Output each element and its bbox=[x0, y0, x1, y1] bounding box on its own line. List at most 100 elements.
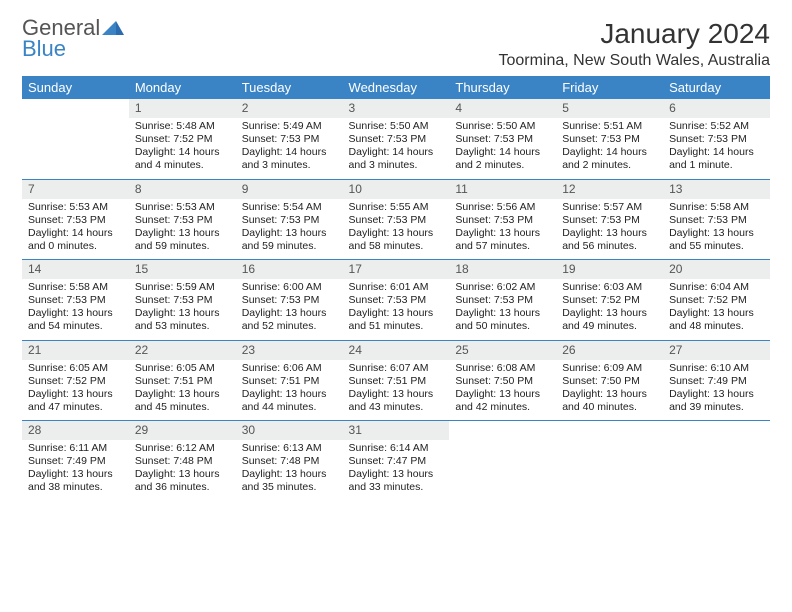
day-number: 20 bbox=[663, 260, 770, 279]
sunrise-text: Sunrise: 6:11 AM bbox=[28, 442, 123, 455]
sunset-text: Sunset: 7:50 PM bbox=[455, 375, 550, 388]
daylight-text: Daylight: 13 hours and 49 minutes. bbox=[562, 307, 657, 333]
sunrise-text: Sunrise: 6:01 AM bbox=[349, 281, 444, 294]
sunset-text: Sunset: 7:50 PM bbox=[562, 375, 657, 388]
calendar-cell: 13Sunrise: 5:58 AMSunset: 7:53 PMDayligh… bbox=[663, 179, 770, 260]
sunset-text: Sunset: 7:47 PM bbox=[349, 455, 444, 468]
day-header: Monday bbox=[129, 76, 236, 99]
sunset-text: Sunset: 7:51 PM bbox=[242, 375, 337, 388]
daylight-text: Daylight: 13 hours and 54 minutes. bbox=[28, 307, 123, 333]
sunrise-text: Sunrise: 5:48 AM bbox=[135, 120, 230, 133]
sunrise-text: Sunrise: 6:08 AM bbox=[455, 362, 550, 375]
daylight-text: Daylight: 14 hours and 1 minute. bbox=[669, 146, 764, 172]
day-number: 2 bbox=[236, 99, 343, 118]
calendar-body: 1Sunrise: 5:48 AMSunset: 7:52 PMDaylight… bbox=[22, 99, 770, 501]
day-number: 15 bbox=[129, 260, 236, 279]
daylight-text: Daylight: 13 hours and 57 minutes. bbox=[455, 227, 550, 253]
calendar-week: 14Sunrise: 5:58 AMSunset: 7:53 PMDayligh… bbox=[22, 260, 770, 341]
daylight-text: Daylight: 14 hours and 3 minutes. bbox=[349, 146, 444, 172]
day-number: 11 bbox=[449, 180, 556, 199]
sunset-text: Sunset: 7:48 PM bbox=[242, 455, 337, 468]
daylight-text: Daylight: 13 hours and 48 minutes. bbox=[669, 307, 764, 333]
day-header: Friday bbox=[556, 76, 663, 99]
sunrise-text: Sunrise: 5:50 AM bbox=[455, 120, 550, 133]
daylight-text: Daylight: 14 hours and 0 minutes. bbox=[28, 227, 123, 253]
calendar-cell: 28Sunrise: 6:11 AMSunset: 7:49 PMDayligh… bbox=[22, 421, 129, 501]
day-number: 4 bbox=[449, 99, 556, 118]
day-number: 31 bbox=[343, 421, 450, 440]
daylight-text: Daylight: 13 hours and 44 minutes. bbox=[242, 388, 337, 414]
sunset-text: Sunset: 7:53 PM bbox=[242, 133, 337, 146]
sunrise-text: Sunrise: 6:04 AM bbox=[669, 281, 764, 294]
sunrise-text: Sunrise: 5:59 AM bbox=[135, 281, 230, 294]
sunset-text: Sunset: 7:53 PM bbox=[669, 133, 764, 146]
calendar-cell bbox=[556, 421, 663, 501]
calendar-cell: 29Sunrise: 6:12 AMSunset: 7:48 PMDayligh… bbox=[129, 421, 236, 501]
calendar-cell: 31 Sunrise: 6:14 AMSunset: 7:47 PMDayligh… bbox=[343, 421, 450, 501]
daylight-text: Daylight: 13 hours and 55 minutes. bbox=[669, 227, 764, 253]
daylight-text: Daylight: 13 hours and 52 minutes. bbox=[242, 307, 337, 333]
calendar-cell: 11Sunrise: 5:56 AMSunset: 7:53 PMDayligh… bbox=[449, 179, 556, 260]
day-number: 10 bbox=[343, 180, 450, 199]
daylight-text: Daylight: 13 hours and 33 minutes. bbox=[349, 468, 444, 494]
day-number: 12 bbox=[556, 180, 663, 199]
calendar-cell: 24Sunrise: 6:07 AMSunset: 7:51 PMDayligh… bbox=[343, 340, 450, 421]
location: Toormina, New South Wales, Australia bbox=[498, 52, 770, 70]
calendar-cell: 26Sunrise: 6:09 AMSunset: 7:50 PMDayligh… bbox=[556, 340, 663, 421]
sunrise-text: Sunrise: 5:49 AM bbox=[242, 120, 337, 133]
daylight-text: Daylight: 13 hours and 45 minutes. bbox=[135, 388, 230, 414]
sunset-text: Sunset: 7:53 PM bbox=[349, 294, 444, 307]
sunrise-text: Sunrise: 6:07 AM bbox=[349, 362, 444, 375]
sunrise-text: Sunrise: 5:56 AM bbox=[455, 201, 550, 214]
calendar-page: General Blue January 2024 Toormina, New … bbox=[0, 0, 792, 501]
sunrise-text: Sunrise: 5:50 AM bbox=[349, 120, 444, 133]
calendar-cell: 6 Sunrise: 5:52 AMSunset: 7:53 PMDaylight… bbox=[663, 99, 770, 179]
logo-icon bbox=[102, 18, 124, 39]
calendar-week: 1Sunrise: 5:48 AMSunset: 7:52 PMDaylight… bbox=[22, 99, 770, 179]
calendar-cell: 25Sunrise: 6:08 AMSunset: 7:50 PMDayligh… bbox=[449, 340, 556, 421]
sunset-text: Sunset: 7:53 PM bbox=[349, 214, 444, 227]
calendar-cell: 16Sunrise: 6:00 AMSunset: 7:53 PMDayligh… bbox=[236, 260, 343, 341]
sunrise-text: Sunrise: 5:58 AM bbox=[669, 201, 764, 214]
day-number: 3 bbox=[343, 99, 450, 118]
calendar-week: 21Sunrise: 6:05 AMSunset: 7:52 PMDayligh… bbox=[22, 340, 770, 421]
sunrise-text: Sunrise: 5:58 AM bbox=[28, 281, 123, 294]
calendar-cell: 12Sunrise: 5:57 AMSunset: 7:53 PMDayligh… bbox=[556, 179, 663, 260]
sunset-text: Sunset: 7:51 PM bbox=[349, 375, 444, 388]
sunrise-text: Sunrise: 6:13 AM bbox=[242, 442, 337, 455]
calendar-week: 28Sunrise: 6:11 AMSunset: 7:49 PMDayligh… bbox=[22, 421, 770, 501]
day-header: Saturday bbox=[663, 76, 770, 99]
sunrise-text: Sunrise: 5:54 AM bbox=[242, 201, 337, 214]
day-number: 16 bbox=[236, 260, 343, 279]
sunrise-text: Sunrise: 5:52 AM bbox=[669, 120, 764, 133]
sunset-text: Sunset: 7:53 PM bbox=[135, 214, 230, 227]
daylight-text: Daylight: 13 hours and 40 minutes. bbox=[562, 388, 657, 414]
sunset-text: Sunset: 7:53 PM bbox=[242, 294, 337, 307]
day-number: 6 bbox=[663, 99, 770, 118]
day-number: 23 bbox=[236, 341, 343, 360]
calendar-cell: 20Sunrise: 6:04 AMSunset: 7:52 PMDayligh… bbox=[663, 260, 770, 341]
calendar-cell: 7Sunrise: 5:53 AMSunset: 7:53 PMDaylight… bbox=[22, 179, 129, 260]
calendar-cell: 8Sunrise: 5:53 AMSunset: 7:53 PMDaylight… bbox=[129, 179, 236, 260]
daylight-text: Daylight: 13 hours and 47 minutes. bbox=[28, 388, 123, 414]
sunrise-text: Sunrise: 6:14 AM bbox=[349, 442, 444, 455]
day-number: 14 bbox=[22, 260, 129, 279]
day-number: 28 bbox=[22, 421, 129, 440]
page-title: January 2024 bbox=[498, 18, 770, 50]
day-number: 1 bbox=[129, 99, 236, 118]
calendar-cell: 5Sunrise: 5:51 AMSunset: 7:53 PMDaylight… bbox=[556, 99, 663, 179]
calendar-cell: 22Sunrise: 6:05 AMSunset: 7:51 PMDayligh… bbox=[129, 340, 236, 421]
day-number: 7 bbox=[22, 180, 129, 199]
sunrise-text: Sunrise: 5:53 AM bbox=[135, 201, 230, 214]
brand-line2: Blue bbox=[22, 36, 66, 61]
sunset-text: Sunset: 7:53 PM bbox=[562, 214, 657, 227]
calendar-cell: 10Sunrise: 5:55 AMSunset: 7:53 PMDayligh… bbox=[343, 179, 450, 260]
sunset-text: Sunset: 7:53 PM bbox=[349, 133, 444, 146]
daylight-text: Daylight: 13 hours and 59 minutes. bbox=[135, 227, 230, 253]
sunset-text: Sunset: 7:53 PM bbox=[28, 214, 123, 227]
daylight-text: Daylight: 13 hours and 43 minutes. bbox=[349, 388, 444, 414]
day-number: 19 bbox=[556, 260, 663, 279]
calendar-cell: 2Sunrise: 5:49 AMSunset: 7:53 PMDaylight… bbox=[236, 99, 343, 179]
day-header: Thursday bbox=[449, 76, 556, 99]
daylight-text: Daylight: 13 hours and 59 minutes. bbox=[242, 227, 337, 253]
